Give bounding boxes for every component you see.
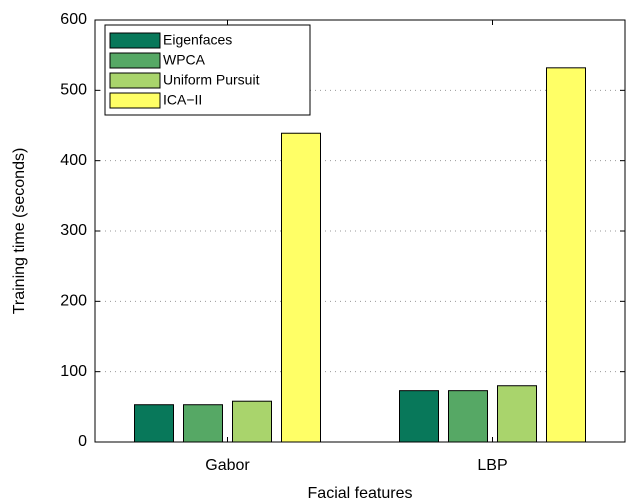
legend-swatch <box>109 72 161 89</box>
legend-swatch <box>109 32 161 49</box>
y-tick-label: 100 <box>60 363 87 380</box>
y-tick-label: 500 <box>60 82 87 99</box>
legend-swatch <box>109 52 161 69</box>
plot-frame <box>94 19 626 443</box>
y-tick-label: 400 <box>60 152 87 169</box>
bar <box>448 390 488 443</box>
legend-label: WPCA <box>163 52 206 68</box>
bar <box>134 404 174 443</box>
y-tick-label: 200 <box>60 293 87 310</box>
bar <box>281 132 321 443</box>
y-tick-label: 300 <box>60 222 87 239</box>
y-tick-label: 600 <box>60 11 87 28</box>
y-tick-label: 0 <box>78 433 87 450</box>
legend-label: Eigenfaces <box>163 32 232 48</box>
legend-swatch <box>109 92 161 109</box>
x-tick-label: LBP <box>477 457 507 474</box>
legend-label: Uniform Pursuit <box>163 72 260 88</box>
legend-label: ICA−II <box>163 92 202 108</box>
bar <box>183 404 223 443</box>
x-axis-label: Facial features <box>308 485 413 502</box>
bar <box>399 390 439 443</box>
bar <box>497 385 537 443</box>
bar <box>232 400 272 443</box>
bar <box>546 67 586 443</box>
x-tick-label: Gabor <box>205 457 250 474</box>
y-axis-label: Training time (seconds) <box>11 148 28 315</box>
